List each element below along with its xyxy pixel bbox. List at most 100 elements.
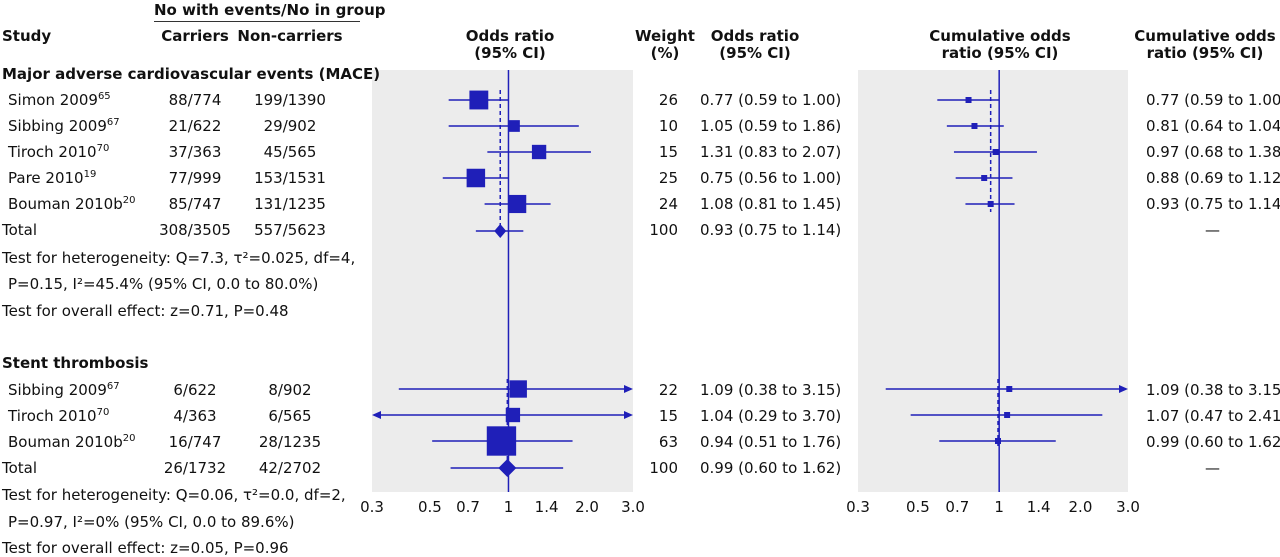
carriers-value: 4/363 [173,407,217,425]
study-name: Pare 201019 [8,169,96,187]
or-value: 0.77 (0.59 to 1.00) [700,91,842,109]
weight-value: 15 [658,143,678,161]
x-tick-label: 0.5 [906,498,930,516]
noncarriers-value: 29/902 [263,117,317,135]
section-title-stent-thrombosis: Stent thrombosis [2,354,149,372]
noncarriers-value: 131/1235 [254,195,326,213]
x-tick-label: 0.7 [456,498,480,516]
cum-text-header-line2: ratio (95% CI) [1146,44,1264,62]
or-value: 0.75 (0.56 to 1.00) [700,169,842,187]
cum-value: 0.99 (0.60 to 1.62) [1146,433,1280,451]
study-name-text: Tiroch 2010 [8,143,97,161]
total-cum: — [1205,459,1220,477]
pooled-diamond [494,224,507,238]
point-estimate-square [505,407,521,423]
cum-plot-header-line1: Cumulative odds [929,27,1071,45]
noncarriers-value: 28/1235 [258,433,322,451]
point-estimate-square [466,168,486,188]
noncarriers-value: 45/565 [263,143,317,161]
total-carriers: 26/1732 [163,459,227,477]
weight-value: 25 [658,169,678,187]
or-plot-header-line1: Odds ratio [465,27,555,45]
cum-plot-header: Cumulative odds ratio (95% CI) [915,28,1085,62]
total-cum: — [1205,221,1220,239]
point-estimate-square [1006,386,1013,392]
point-estimate-square [992,149,999,155]
study-ref: 67 [106,381,120,392]
x-tick-label: 2.0 [1069,498,1093,516]
study-name-text: Sibbing 2009 [8,381,107,399]
noncarriers-value: 153/1531 [254,169,326,187]
total-label: Total [2,221,38,239]
point-estimate-square [971,123,978,129]
study-name: Simon 200965 [8,91,111,109]
cum-value: 1.07 (0.47 to 2.41) [1146,407,1280,425]
heterogeneity-line1: Test for heterogeneity: Q=0.06, τ²=0.0, … [2,486,346,504]
x-tick-label: 3.0 [621,498,645,516]
total-weight: 100 [649,221,678,239]
noncarriers-value: 199/1390 [254,91,326,109]
point-estimate-square [531,144,547,160]
cum-text-header: Cumulative odds ratio (95% CI) [1132,28,1278,62]
point-estimate-square [994,438,1001,444]
study-name-text: Sibbing 2009 [8,117,107,135]
total-or: 0.99 (0.60 to 1.62) [700,459,842,477]
x-tick-label: 1 [994,498,1004,516]
x-tick-label: 1 [504,498,514,516]
study-ref: 20 [122,433,136,444]
study-name-text: Bouman 2010b [8,195,123,213]
study-name: Tiroch 201070 [8,143,109,161]
weight-value: 10 [658,117,678,135]
section-title-mace: Major adverse cardiovascular events (MAC… [2,65,381,83]
study-header: Study [2,27,52,45]
study-ref: 65 [97,91,111,102]
total-weight: 100 [649,459,678,477]
cum-value: 1.09 (0.38 to 3.15) [1146,381,1280,399]
point-estimate-square [509,380,527,398]
x-tick-label: 1.4 [535,498,559,516]
study-name-text: Tiroch 2010 [8,407,97,425]
study-ref: 67 [106,117,120,128]
study-ref: 70 [96,143,110,154]
carriers-value: 37/363 [168,143,222,161]
weight-value: 26 [658,91,678,109]
ci-arrow-right [1119,385,1128,393]
overall-effect: Test for overall effect: z=0.05, P=0.96 [2,539,289,557]
x-tick-label: 2.0 [575,498,599,516]
cum-value: 0.93 (0.75 to 1.14) [1146,195,1280,213]
weight-value: 15 [658,407,678,425]
x-tick-label: 1.4 [1027,498,1051,516]
overall-effect: Test for overall effect: z=0.71, P=0.48 [2,302,289,320]
cum-value: 0.77 (0.59 to 1.00) [1146,91,1280,109]
study-ref: 70 [96,407,110,418]
or-value: 0.94 (0.51 to 1.76) [700,433,842,451]
study-name: Sibbing 200967 [8,381,120,399]
group-header-underline [154,21,360,22]
carriers-value: 21/622 [168,117,222,135]
point-estimate-square [965,97,972,103]
heterogeneity-line2: P=0.15, I²=45.4% (95% CI, 0.0 to 80.0%) [8,275,319,293]
study-ref: 20 [122,195,136,206]
carriers-value: 88/774 [168,91,222,109]
ci-arrow-right [624,411,633,419]
weight-header: Weight (%) [630,28,700,62]
total-or: 0.93 (0.75 to 1.14) [700,221,842,239]
point-estimate-square [1004,412,1011,418]
or-value: 1.08 (0.81 to 1.45) [700,195,842,213]
cum-value: 0.97 (0.68 to 1.38) [1146,143,1280,161]
point-estimate-square [987,201,994,207]
study-name: Tiroch 201070 [8,407,109,425]
heterogeneity-line1: Test for heterogeneity: Q=7.3, τ²=0.025,… [2,249,356,267]
study-name-text: Simon 2009 [8,91,98,109]
point-estimate-square [981,175,988,181]
cum-text-header-line1: Cumulative odds [1134,27,1276,45]
ci-arrow-right [624,385,633,393]
point-estimate-square [508,120,520,132]
study-name: Bouman 2010b20 [8,433,135,451]
cum-plot-header-line2: ratio (95% CI) [941,44,1059,62]
point-estimate-square [469,90,489,110]
carriers-value: 16/747 [168,433,222,451]
group-header: No with events/No in group [154,1,386,19]
x-tick-label: 0.5 [418,498,442,516]
